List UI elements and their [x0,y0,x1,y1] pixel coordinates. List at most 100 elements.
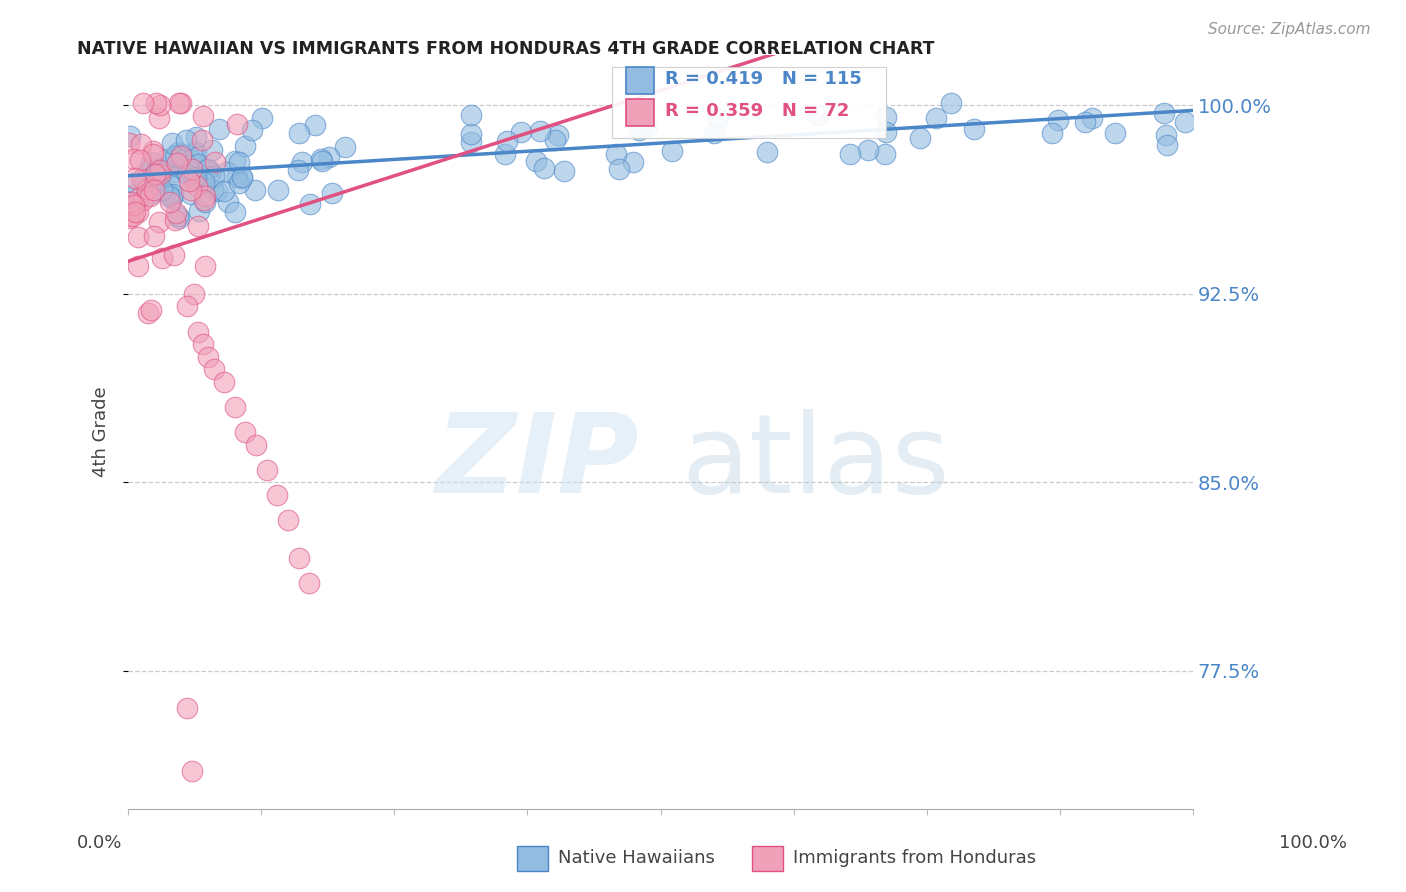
Point [875,147,897,161]
Point [180,186,202,201]
Point [149,162,172,177]
Point [187,219,209,234]
Point [875,125,897,139]
Point [145,178,167,192]
Point [321,186,343,200]
Point [224,400,246,414]
Point [176,158,198,172]
Point [194,189,217,203]
Point [205,185,228,199]
Point [201,143,224,157]
Point [460,135,482,149]
Point [193,193,215,207]
Point [118,211,141,226]
Point [228,176,250,190]
Point [318,150,340,164]
Point [494,146,516,161]
Text: Immigrants from Honduras: Immigrants from Honduras [793,849,1036,867]
Point [122,197,145,211]
Point [159,178,181,192]
Text: NATIVE HAWAIIAN VS IMMIGRANTS FROM HONDURAS 4TH GRADE CORRELATION CHART: NATIVE HAWAIIAN VS IMMIGRANTS FROM HONDU… [77,40,935,58]
Point [807,108,830,122]
Text: R = 0.419   N = 115: R = 0.419 N = 115 [665,70,862,88]
Point [204,154,226,169]
Point [1156,138,1178,153]
Point [176,701,198,715]
Point [193,259,215,273]
Text: Native Hawaiians: Native Hawaiians [558,849,716,867]
Point [127,230,149,244]
Point [191,337,214,351]
Point [224,205,246,219]
Point [245,437,267,451]
Point [609,162,631,177]
Point [128,191,150,205]
Point [291,154,314,169]
Point [233,139,256,153]
Point [547,128,569,142]
Point [187,203,209,218]
Point [228,154,250,169]
Point [120,209,142,223]
Point [194,161,217,176]
Point [1174,114,1197,128]
Point [181,764,204,779]
Point [167,145,190,159]
Point [267,183,290,197]
Point [197,350,219,364]
Point [127,259,149,273]
Point [159,195,181,210]
Point [839,146,862,161]
Point [605,146,627,161]
Point [124,188,146,202]
Point [939,95,962,110]
Point [240,122,263,136]
Point [155,152,177,166]
Point [124,153,146,167]
Point [553,163,575,178]
Point [193,175,215,189]
Point [533,161,555,175]
Point [170,95,193,110]
Point [142,144,165,158]
Point [1080,111,1102,125]
Point [132,193,155,207]
Point [1046,112,1069,127]
Point [202,169,225,183]
Point [311,153,333,168]
Point [165,212,187,227]
Point [703,126,725,140]
Point [127,205,149,219]
Point [194,195,217,210]
Point [118,136,141,150]
Point [165,206,187,220]
Point [495,134,517,148]
Point [136,182,159,196]
Point [157,160,180,174]
Point [131,172,153,186]
Point [183,287,205,301]
Point [524,153,547,168]
Point [231,170,253,185]
Point [148,111,170,125]
Point [124,205,146,219]
Point [176,300,198,314]
Point [136,306,159,320]
Point [150,166,173,180]
Point [138,186,160,201]
Point [141,147,163,161]
Point [157,187,180,202]
Point [120,194,142,209]
Point [149,167,172,181]
Point [124,176,146,190]
Point [166,155,188,169]
Point [191,109,214,123]
Point [298,575,321,590]
Point [256,463,278,477]
Point [707,111,730,125]
Point [167,211,190,226]
Point [636,119,658,133]
Point [183,145,205,159]
Text: R = 0.359   N = 72: R = 0.359 N = 72 [665,103,849,120]
Point [218,194,240,209]
